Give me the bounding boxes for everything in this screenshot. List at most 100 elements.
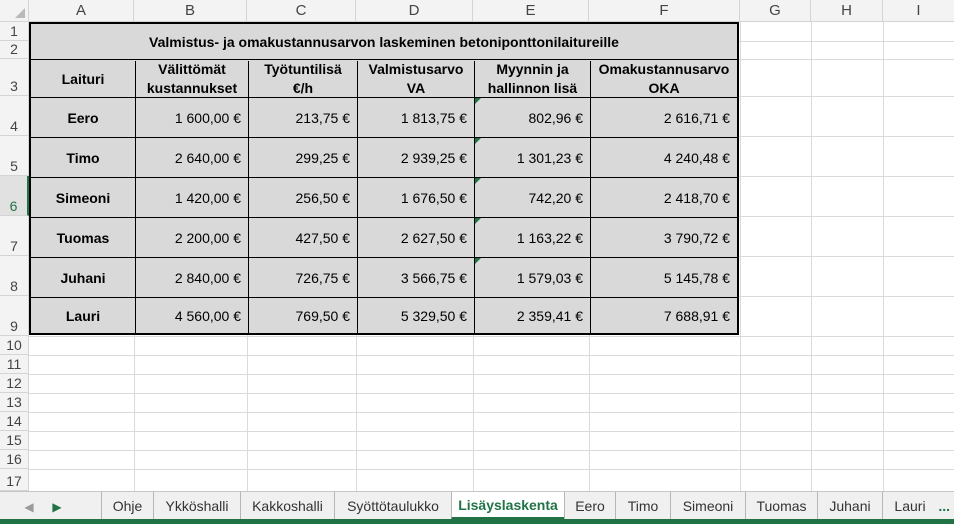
sheet-tab-tuomas[interactable]: Tuomas (745, 492, 817, 520)
error-indicator-icon (475, 138, 481, 144)
scroll-tabs-right-icon[interactable]: ▶ (52, 500, 62, 514)
row-header-5[interactable]: 5 (0, 136, 29, 176)
cell-tyotuntilisa[interactable]: 427,50 € (249, 218, 358, 258)
cell-name[interactable]: Juhani (31, 258, 136, 298)
cell-tyotuntilisa[interactable]: 299,25 € (249, 138, 358, 178)
row-header-13[interactable]: 13 (0, 393, 29, 412)
header-laituri[interactable]: Laituri (31, 61, 136, 98)
sheet-tab-kakkoshalli[interactable]: Kakkoshalli (240, 492, 334, 520)
cell-name[interactable]: Timo (31, 138, 136, 178)
more-tabs-button[interactable]: ... (938, 498, 950, 514)
row-header-1[interactable]: 1 (0, 22, 29, 41)
header-myynnin-lisa[interactable]: Myynnin ja hallinnon lisä (475, 61, 591, 98)
row-header-14[interactable]: 14 (0, 412, 29, 431)
gridline (29, 336, 954, 337)
column-header-g[interactable]: G (740, 0, 811, 22)
cell-name[interactable]: Lauri (31, 298, 136, 333)
column-header-b[interactable]: B (134, 0, 247, 22)
row-header-12[interactable]: 12 (0, 374, 29, 393)
row-header-2[interactable]: 2 (0, 41, 29, 59)
sheet-tab-eero[interactable]: Eero (564, 492, 615, 520)
status-bar (0, 519, 954, 524)
cell-oka[interactable]: 3 790,72 € (591, 218, 737, 258)
cell-valmistusarvo[interactable]: 3 566,75 € (358, 258, 475, 298)
sheet-tab-lauri[interactable]: Lauri (882, 492, 937, 520)
cell-name[interactable]: Eero (31, 98, 136, 138)
cell-valmistusarvo[interactable]: 5 329,50 € (358, 298, 475, 333)
cell-myynnin-lisa[interactable]: 1 579,03 € (475, 258, 591, 298)
cell-tyotuntilisa[interactable]: 726,75 € (249, 258, 358, 298)
row-header-4[interactable]: 4 (0, 96, 29, 136)
header-valittomat[interactable]: Välittömät kustannukset (136, 61, 249, 98)
gridline (29, 450, 954, 451)
column-header-i[interactable]: I (883, 0, 954, 22)
cell-name[interactable]: Tuomas (31, 218, 136, 258)
spreadsheet-grid[interactable]: A B C D E F G H I 1 2 3 4 5 6 7 8 9 10 1… (0, 0, 954, 491)
cell-valittomat[interactable]: 2 200,00 € (136, 218, 249, 258)
sheet-tab-ohje[interactable]: Ohje (101, 492, 153, 520)
cell-value: 1 579,03 € (516, 269, 583, 286)
cell-myynnin-lisa[interactable]: 2 359,41 € (475, 298, 591, 333)
cell-oka[interactable]: 4 240,48 € (591, 138, 737, 178)
scroll-tabs-left-icon[interactable]: ◀ (24, 500, 34, 514)
header-omakustannusarvo[interactable]: Omakustannusarvo OKA (591, 61, 737, 98)
cell-valittomat[interactable]: 4 560,00 € (136, 298, 249, 333)
sheet-tab-timo[interactable]: Timo (615, 492, 670, 520)
select-all-corner[interactable] (0, 0, 29, 22)
gridline (29, 374, 954, 375)
row-header-16[interactable]: 16 (0, 450, 29, 469)
sheet-tab-ykkoshalli[interactable]: Ykköshalli (153, 492, 240, 520)
cell-valittomat[interactable]: 1 420,00 € (136, 178, 249, 218)
column-header-f[interactable]: F (589, 0, 740, 22)
header-text: Omakustannusarvo (598, 61, 730, 77)
header-tyotuntilisa[interactable]: Työtuntilisä €/h (249, 61, 358, 98)
header-valmistusarvo[interactable]: Valmistusarvo VA (358, 61, 475, 98)
header-text: VA (406, 80, 426, 96)
row-header-7[interactable]: 7 (0, 216, 29, 256)
cell-tyotuntilisa[interactable]: 213,75 € (249, 98, 358, 138)
cell-oka[interactable]: 5 145,78 € (591, 258, 737, 298)
row-header-11[interactable]: 11 (0, 355, 29, 374)
sheet-tab-lisayslaskenta[interactable]: Lisäyslaskenta (451, 492, 564, 520)
header-text: Välittömät (158, 61, 226, 77)
row-header-3[interactable]: 3 (0, 59, 29, 96)
cost-table: Valmistus- ja omakustannusarvon laskemin… (29, 22, 739, 335)
row-header-8[interactable]: 8 (0, 256, 29, 296)
cell-valmistusarvo[interactable]: 2 939,25 € (358, 138, 475, 178)
column-header-a[interactable]: A (29, 0, 134, 22)
cell-name[interactable]: Simeoni (31, 178, 136, 218)
cell-myynnin-lisa[interactable]: 742,20 € (475, 178, 591, 218)
cell-oka[interactable]: 2 616,71 € (591, 98, 737, 138)
row-header-10[interactable]: 10 (0, 336, 29, 355)
table-title[interactable]: Valmistus- ja omakustannusarvon laskemin… (31, 24, 737, 60)
row-header-15[interactable]: 15 (0, 431, 29, 450)
header-text: €/h (292, 80, 314, 96)
cell-tyotuntilisa[interactable]: 769,50 € (249, 298, 358, 333)
row-header-17[interactable]: 17 (0, 469, 29, 491)
cell-valmistusarvo[interactable]: 1 813,75 € (358, 98, 475, 138)
cell-valittomat[interactable]: 2 640,00 € (136, 138, 249, 178)
column-header-h[interactable]: H (811, 0, 883, 22)
cell-valmistusarvo[interactable]: 1 676,50 € (358, 178, 475, 218)
sheet-tab-juhani[interactable]: Juhani (817, 492, 882, 520)
header-text: Työtuntilisä (264, 61, 342, 77)
error-indicator-icon (475, 258, 481, 264)
cell-valmistusarvo[interactable]: 2 627,50 € (358, 218, 475, 258)
cell-oka[interactable]: 2 418,70 € (591, 178, 737, 218)
sheet-tab-syottotaulukko[interactable]: Syöttötaulukko (334, 492, 451, 520)
gridline (29, 355, 954, 356)
column-header-e[interactable]: E (473, 0, 589, 22)
cell-myynnin-lisa[interactable]: 802,96 € (475, 98, 591, 138)
cell-valittomat[interactable]: 2 840,00 € (136, 258, 249, 298)
row-header-9[interactable]: 9 (0, 296, 29, 336)
sheet-tab-simeoni[interactable]: Simeoni (670, 492, 745, 520)
cell-valittomat[interactable]: 1 600,00 € (136, 98, 249, 138)
cell-myynnin-lisa[interactable]: 1 163,22 € (475, 218, 591, 258)
column-header-c[interactable]: C (247, 0, 356, 22)
column-header-d[interactable]: D (356, 0, 473, 22)
row-header-6[interactable]: 6 (0, 176, 29, 216)
gridline (29, 393, 954, 394)
cell-myynnin-lisa[interactable]: 1 301,23 € (475, 138, 591, 178)
cell-oka[interactable]: 7 688,91 € (663, 307, 730, 324)
cell-tyotuntilisa[interactable]: 256,50 € (249, 178, 358, 218)
